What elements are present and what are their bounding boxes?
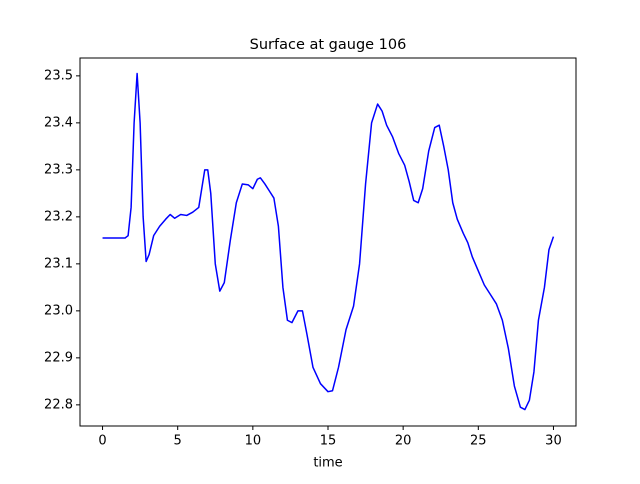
x-tick-label: 5 xyxy=(174,434,182,449)
y-tick-label: 23.3 xyxy=(44,162,73,177)
y-tick-label: 23.4 xyxy=(44,115,73,130)
y-tick-label: 23.5 xyxy=(44,68,73,83)
y-tick-label: 23.2 xyxy=(44,209,73,224)
y-tick-label: 23.1 xyxy=(44,256,73,271)
x-tick-label: 20 xyxy=(395,434,412,449)
data-line xyxy=(102,72,555,411)
x-tick-label: 10 xyxy=(245,434,262,449)
y-tick-label: 22.8 xyxy=(44,397,73,412)
x-tick-label: 15 xyxy=(320,434,337,449)
y-tick-label: 23.0 xyxy=(44,303,73,318)
x-tick-label: 30 xyxy=(545,434,562,449)
chart-title: Surface at gauge 106 xyxy=(250,37,407,53)
x-axis-label: time xyxy=(313,456,342,471)
x-tick-label: 25 xyxy=(470,434,487,449)
x-tick-label: 0 xyxy=(98,434,106,449)
y-tick-label: 22.9 xyxy=(44,350,73,365)
